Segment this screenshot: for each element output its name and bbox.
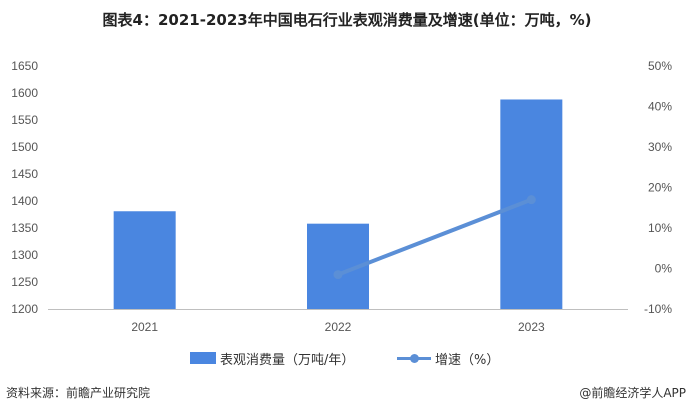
x-tick-label-2023: 2023 [518,320,545,334]
y-right-tick-label-2: 10% [648,221,672,235]
y-left-tick-label-7: 1550 [11,113,38,127]
y-right-tick-label-0: -10% [644,302,672,316]
growth-point-2022 [333,270,343,280]
y-left-tick-label-4: 1400 [11,194,38,208]
chart-legend: 表观消费量（万吨/年） 增速（%） [0,346,694,370]
y-right-tick-label-4: 30% [648,140,672,154]
y-right-tick-label-1: 0% [655,262,673,276]
legend-bar-swatch [190,352,216,364]
x-tick-label-2021: 2021 [131,320,158,334]
y-right-tick-label-5: 40% [648,100,672,114]
growth-point-2023 [526,195,536,205]
y-right-tick-label-6: 50% [648,59,672,73]
credit-note: @前瞻经济学人APP [579,386,686,400]
x-tick-label-2022: 2022 [325,320,352,334]
legend-line-swatch [397,352,431,364]
legend-label-growth: 增速（%） [435,352,500,368]
legend-item-growth: 增速（%） [397,346,499,370]
y-left-tick-label-0: 1200 [11,302,38,316]
growth-line [336,197,534,277]
y-left-tick-label-8: 1600 [11,86,38,100]
bar-2023 [500,99,563,309]
legend-item-consumption: 表观消费量（万吨/年） [190,346,354,370]
y-right-tick-label-3: 20% [648,181,672,195]
bar-2021 [113,211,176,309]
y-left-tick-label-3: 1350 [11,221,38,235]
y-left-tick-label-1: 1250 [11,275,38,289]
y-left-tick-label-2: 1300 [11,248,38,262]
y-left-tick-label-5: 1450 [11,167,38,181]
chart-title: 图表4：2021-2023年中国电石行业表观消费量及增速(单位：万吨，%) [102,11,592,29]
legend-label-consumption: 表观消费量（万吨/年） [220,352,355,368]
source-note: 资料来源：前瞻产业研究院 [6,386,151,400]
y-left-tick-label-9: 1650 [11,59,38,73]
y-left-tick-label-6: 1500 [11,140,38,154]
